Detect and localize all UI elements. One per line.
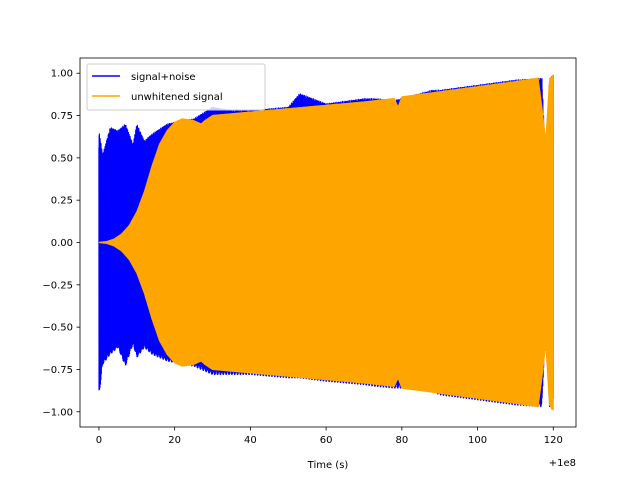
y-axis: −1.00 −0.75 −0.50 −0.25 0.00 0.25 0.50 0.75 1.00 <box>42 69 80 418</box>
y-tick-label: 0.25 <box>51 196 73 207</box>
x-tick-label: 20 <box>168 435 181 446</box>
x-tick-label: 0 <box>96 435 102 446</box>
x-axis-label: Time (s) <box>307 460 349 471</box>
y-tick-label: 0.00 <box>51 238 73 249</box>
y-tick-label: 1.00 <box>51 69 73 80</box>
series-line-unwhitened-signal <box>98 74 554 411</box>
x-axis: 0 20 40 60 80 100 120 <box>96 427 563 446</box>
x-tick-label: 80 <box>395 435 408 446</box>
x-tick-label: 40 <box>244 435 257 446</box>
legend: signal+noise unwhitened signal <box>86 63 266 111</box>
y-tick-label: −0.25 <box>42 280 73 291</box>
y-tick-label: −0.75 <box>42 365 73 376</box>
y-tick-label: 0.50 <box>51 153 73 164</box>
plot-area <box>98 74 554 411</box>
legend-label: signal+noise <box>131 72 196 83</box>
x-tick-label: 60 <box>320 435 333 446</box>
y-tick-label: −0.50 <box>42 323 73 334</box>
x-tick-label: 100 <box>468 435 487 446</box>
y-tick-label: 0.75 <box>51 111 73 122</box>
x-tick-label: 120 <box>544 435 563 446</box>
legend-label: unwhitened signal <box>131 92 223 103</box>
y-tick-label: −1.00 <box>42 407 73 418</box>
x-axis-offset-label: +1e8 <box>549 458 576 469</box>
legend-box <box>86 63 266 111</box>
